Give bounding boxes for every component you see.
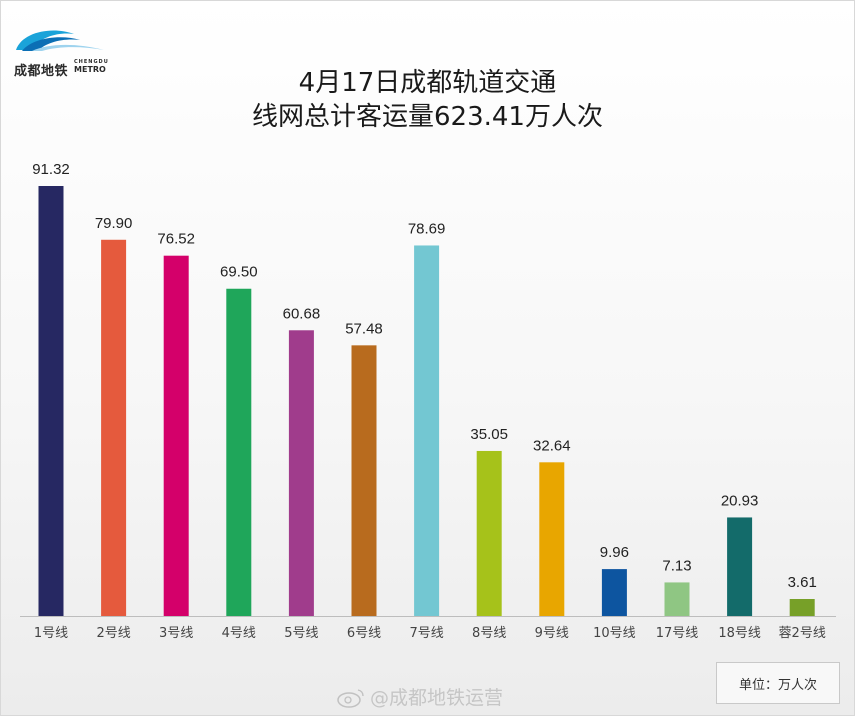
bar [351, 345, 377, 616]
weibo-watermark: @成都地铁运营 [336, 683, 503, 710]
bar [539, 462, 565, 616]
x-tick-label: 1号线 [34, 626, 68, 641]
watermark-text: @成都地铁运营 [370, 687, 504, 709]
x-tick-label: 4号线 [222, 626, 256, 641]
bar [101, 239, 127, 616]
x-tick-label: 18号线 [718, 626, 761, 641]
data-label: 60.68 [283, 305, 321, 322]
data-label: 3.61 [788, 574, 817, 591]
x-tick-label: 10号线 [593, 626, 636, 641]
logo-text: 成都地铁 [14, 64, 69, 79]
weibo-icon [337, 688, 364, 708]
bar [664, 582, 690, 616]
data-label: 78.69 [408, 220, 446, 237]
chart-title-line2: 线网总计客运量623.41万人次 [252, 102, 603, 132]
data-label: 20.93 [721, 492, 759, 509]
x-tick-label: 6号线 [347, 626, 381, 641]
x-tick-label: 2号线 [96, 626, 130, 641]
x-tick-label: 7号线 [409, 626, 443, 641]
data-label: 91.32 [32, 161, 70, 178]
data-label: 9.96 [600, 544, 629, 561]
x-tick-label: 5号线 [284, 626, 318, 641]
bar [288, 330, 314, 616]
data-label: 69.50 [220, 264, 258, 281]
x-tick-label: 8号线 [472, 626, 506, 641]
bar [414, 245, 440, 617]
data-label: 32.64 [533, 437, 571, 454]
data-label: 57.48 [345, 320, 383, 337]
data-label: 7.13 [662, 557, 691, 574]
bar [163, 255, 189, 616]
unit-label: 单位：万人次 [716, 662, 840, 704]
logo-english: CHENGDU METRO [74, 59, 109, 74]
x-tick-label: 3号线 [159, 626, 193, 641]
bar [476, 450, 502, 616]
bar [226, 288, 252, 616]
bar [727, 517, 753, 616]
bar [789, 599, 815, 616]
x-tick-label: 9号线 [535, 626, 569, 641]
chengdu-metro-logo [16, 30, 104, 51]
bar [38, 186, 64, 616]
x-tick-label: 蓉2号线 [779, 626, 826, 641]
data-label: 79.90 [95, 215, 133, 232]
bar [601, 569, 627, 616]
data-label: 76.52 [157, 231, 195, 248]
chart-title-line1: 4月17日成都轨道交通 [298, 68, 557, 98]
data-label: 35.05 [470, 426, 508, 443]
x-tick-label: 17号线 [656, 626, 699, 641]
